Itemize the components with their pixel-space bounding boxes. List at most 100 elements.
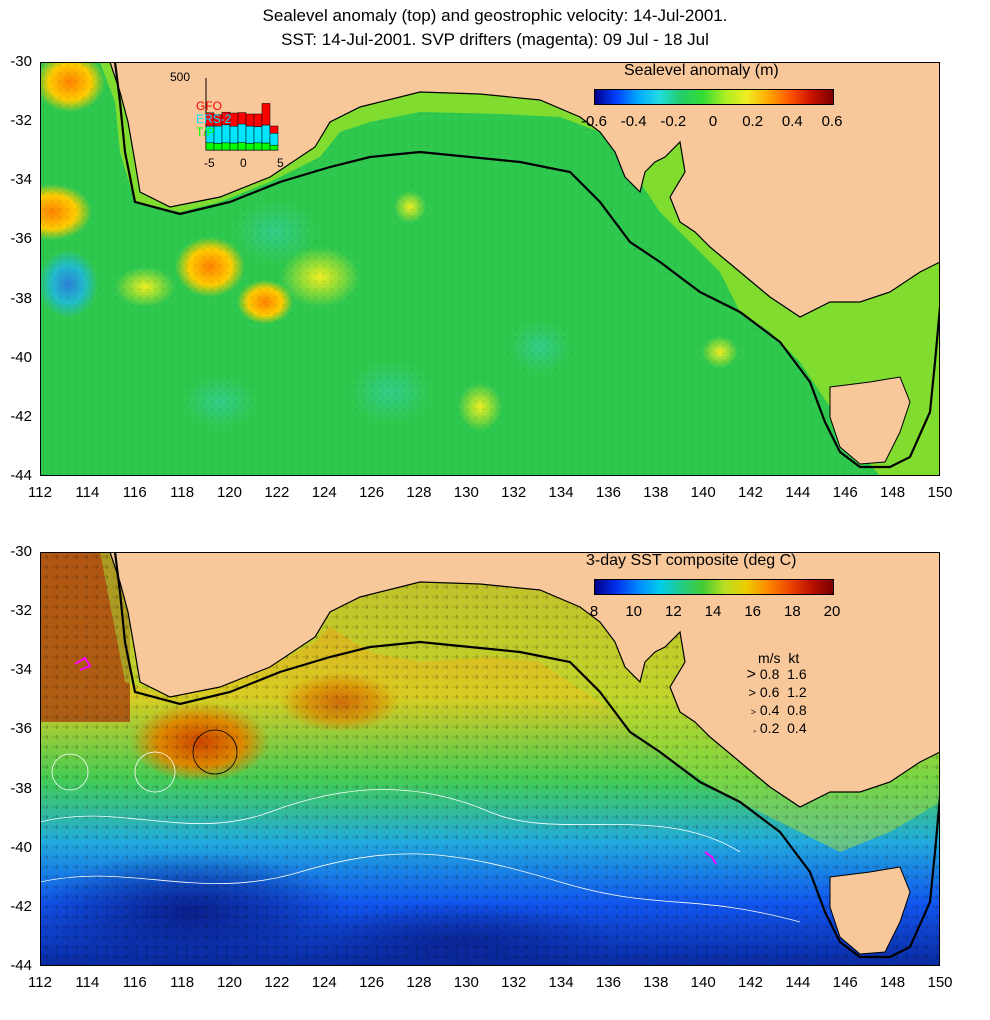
velocity-arrow-icon: > — [753, 729, 756, 735]
colorbar-tick: 8 — [589, 603, 599, 620]
inset-legend-gfo: GFO — [196, 99, 222, 113]
inset-bar-tp — [229, 142, 239, 151]
speed-kt: 0.8 — [787, 702, 807, 718]
inset-bar-tp — [213, 143, 223, 151]
latitude-tick: -38 — [10, 779, 32, 797]
inset-bar-tp — [205, 142, 215, 151]
colorbar-tick: 14 — [704, 603, 722, 620]
inset-xtick: 5 — [277, 156, 284, 170]
latitude-tick: -42 — [10, 407, 32, 425]
latitude-tick: -40 — [10, 348, 32, 366]
colorbar-tick: 0.4 — [781, 113, 803, 130]
sst-colorbar — [594, 579, 834, 595]
svp-drifter-track — [704, 851, 717, 865]
sealevel-colorbar — [594, 89, 834, 105]
inset-bar-tp — [269, 144, 279, 151]
sla-contour — [192, 729, 238, 775]
slope-contour — [113, 62, 940, 469]
inset-bar-gfo — [253, 113, 263, 127]
inset-legend-tp: T/P — [196, 125, 215, 139]
latitude-tick: -32 — [10, 602, 32, 620]
sealevel-colorbar-title: Sealevel anomaly (m) — [624, 62, 779, 79]
longitude-tick: 116 — [122, 974, 147, 991]
velocity-legend-row: > 0.4 0.8 — [736, 702, 807, 718]
figure-title-line1: Sealevel anomaly (top) and geostrophic v… — [262, 6, 728, 25]
speed-ms: 0.2 — [756, 720, 788, 736]
longitude-tick: 150 — [927, 974, 953, 991]
longitude-tick: 140 — [690, 974, 716, 991]
inset-bar-tp — [237, 142, 247, 151]
longitude-tick: 126 — [359, 484, 385, 501]
colorbar-tick: 12 — [664, 603, 682, 620]
longitude-tick: 144 — [785, 484, 811, 501]
inset-bar-gfo — [261, 103, 271, 126]
sealevel-anomaly-map — [40, 62, 940, 476]
longitude-tick: 118 — [170, 484, 195, 501]
longitude-tick: 142 — [738, 974, 764, 991]
inset-bar-ers — [253, 126, 263, 144]
longitude-tick: 138 — [643, 974, 669, 991]
latitude-tick: -44 — [10, 957, 32, 974]
inset-legend-ers: ERS-2 — [196, 112, 232, 126]
map-frame — [40, 552, 940, 966]
longitude-tick: 122 — [264, 484, 290, 501]
tasmania — [829, 866, 911, 955]
longitude-tick: 136 — [595, 484, 621, 501]
inset-bar-ers — [221, 124, 231, 144]
longitude-tick: 130 — [453, 484, 479, 501]
australia-mainland — [40, 552, 940, 807]
longitude-tick: 136 — [595, 974, 621, 991]
inset-bar-ers — [261, 124, 271, 144]
figure-title-line2: SST: 14-Jul-2001. SVP drifters (magenta)… — [281, 30, 709, 49]
colorbar-tick: 16 — [744, 603, 761, 620]
latitude-tick: -44 — [10, 467, 32, 484]
longitude-tick: 114 — [75, 974, 100, 991]
inset-bar-tp — [261, 142, 271, 151]
longitude-tick: 142 — [738, 484, 764, 501]
colorbar-tick: 18 — [783, 603, 801, 620]
longitude-tick: 134 — [548, 974, 574, 991]
sla-contour — [51, 753, 89, 791]
sst-colorbar-title: 3-day SST composite (deg C) — [586, 552, 797, 569]
latitude-tick: -34 — [10, 661, 32, 679]
inset-xtick: 0 — [240, 156, 247, 170]
inset-bar-gfo — [269, 125, 279, 134]
longitude-tick: 148 — [880, 484, 906, 501]
map-frame — [40, 62, 940, 476]
inset-bar-tp — [253, 142, 263, 151]
colorbar-tick: -0.4 — [620, 113, 647, 130]
colorbar-tick: 10 — [625, 603, 642, 620]
velocity-arrow-icon: > — [746, 666, 756, 683]
longitude-tick: 112 — [28, 974, 52, 991]
svp-drifter-track — [74, 656, 92, 671]
longitude-tick: 146 — [832, 484, 858, 501]
longitude-tick: 132 — [501, 484, 527, 501]
inset-xtick: -5 — [204, 156, 215, 170]
speed-kt: 1.6 — [787, 666, 807, 682]
slope-contour — [113, 552, 940, 959]
tasmania — [829, 376, 911, 465]
inset-ymax-label: 500 — [170, 70, 191, 84]
longitude-tick: 126 — [359, 974, 385, 991]
speed-ms: 0.6 — [756, 684, 788, 700]
latitude-tick: -36 — [10, 720, 32, 738]
colorbar-tick: -0.2 — [660, 113, 687, 130]
inset-bar-ers — [237, 123, 247, 143]
longitude-tick: 128 — [406, 484, 432, 501]
speed-ms: 0.8 — [756, 666, 788, 682]
velocity-legend-header: m/s kt — [758, 650, 800, 666]
longitude-tick: 124 — [311, 974, 337, 991]
coastline — [109, 552, 940, 808]
satellite-pass-histogram — [205, 78, 279, 151]
velocity-arrow-icon: > — [748, 685, 756, 700]
longitude-tick: 150 — [927, 484, 953, 501]
latitude-tick: -36 — [10, 230, 32, 248]
velocity-arrow-icon: > — [750, 707, 756, 717]
inset-bar-gfo — [245, 113, 255, 127]
longitude-tick: 116 — [122, 484, 147, 501]
inset-bar-gfo — [237, 112, 247, 125]
longitude-tick: 128 — [406, 974, 432, 991]
longitude-tick: 132 — [501, 974, 527, 991]
longitude-tick: 118 — [170, 974, 195, 991]
velocity-legend-row: > 0.2 0.4 — [736, 720, 807, 736]
